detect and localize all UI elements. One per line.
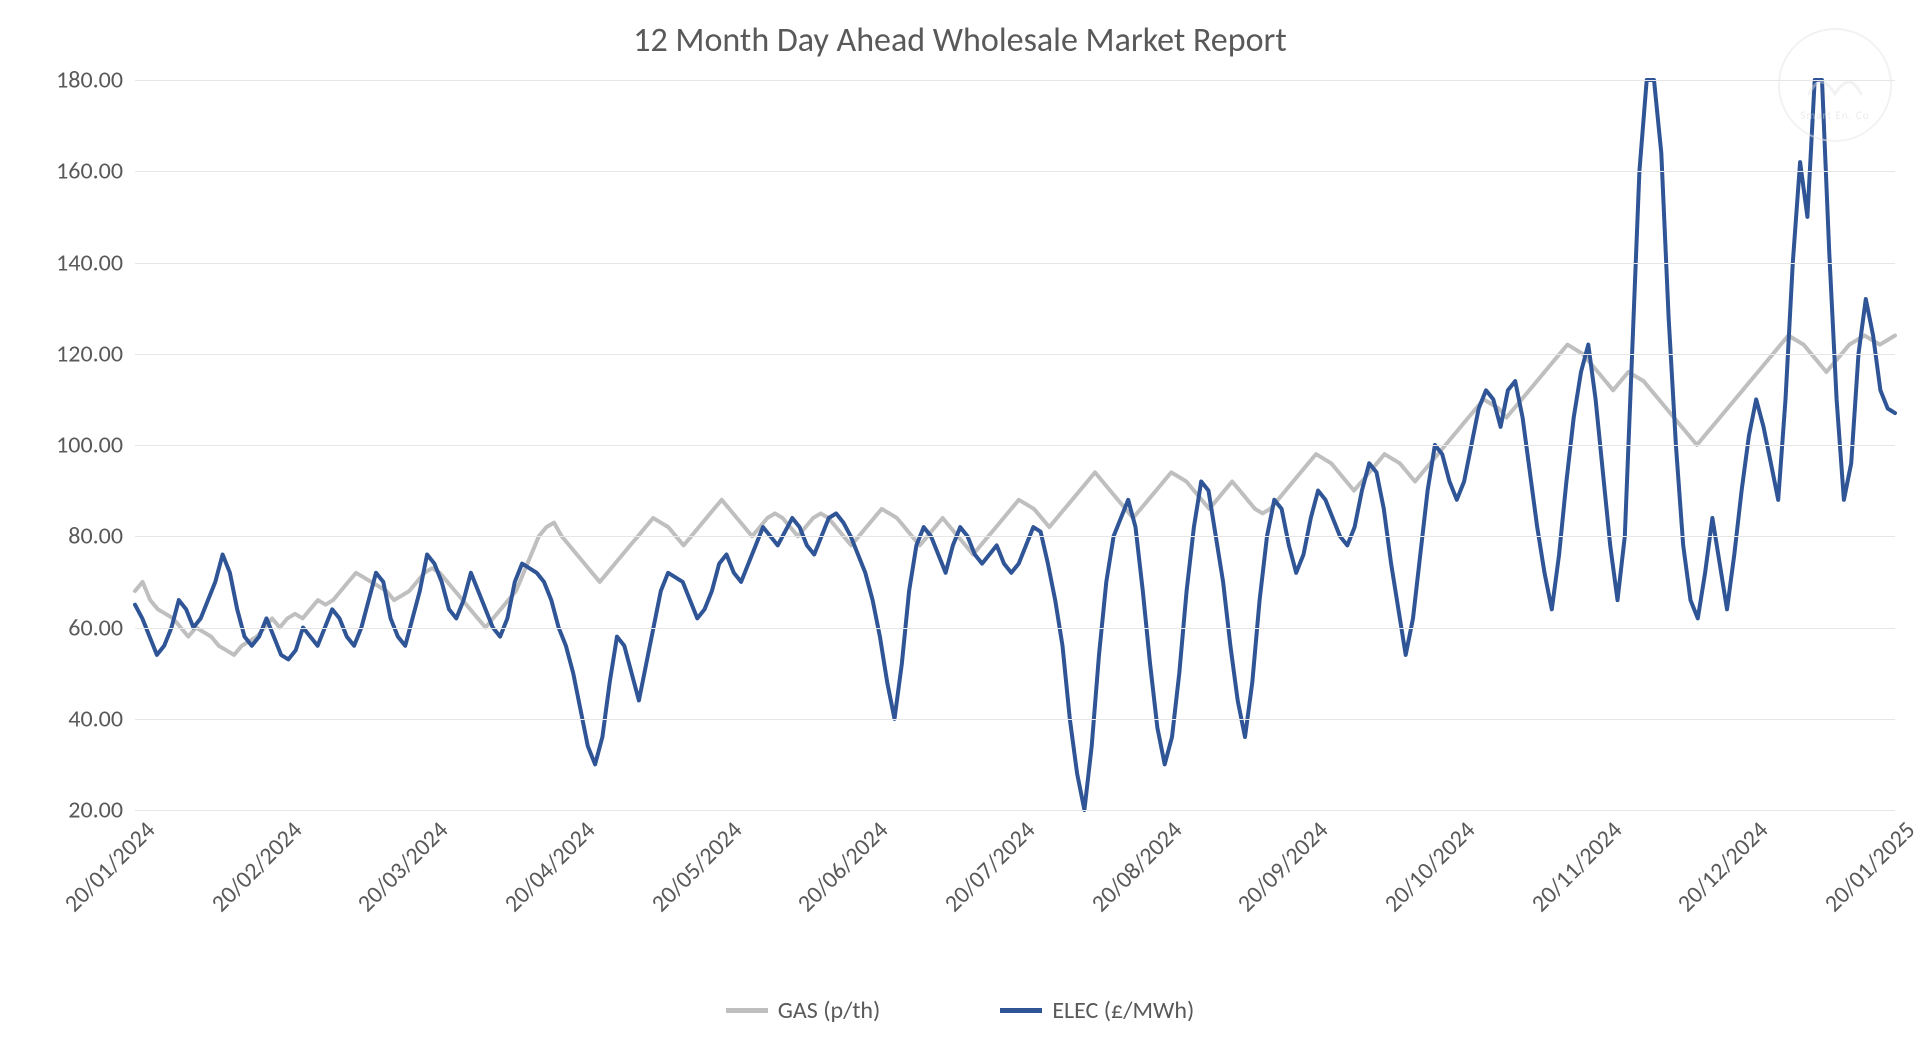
y-gridline: [135, 80, 1895, 81]
y-gridline: [135, 719, 1895, 720]
x-tick-label: 20/10/2024: [1373, 810, 1481, 918]
x-tick-label: 20/08/2024: [1080, 810, 1188, 918]
y-tick-label: 180.00: [56, 66, 135, 95]
x-tick-label: 20/04/2024: [493, 810, 601, 918]
y-gridline: [135, 628, 1895, 629]
plot-area: 20.0040.0060.0080.00100.00120.00140.0016…: [135, 80, 1895, 810]
y-tick-label: 120.00: [56, 339, 135, 368]
x-tick-label: 20/07/2024: [933, 810, 1041, 918]
x-tick-label: 20/01/2024: [53, 810, 161, 918]
y-gridline: [135, 445, 1895, 446]
legend-swatch: [1000, 1008, 1042, 1013]
legend: GAS (p/th) ELEC (£/MWh): [0, 996, 1920, 1025]
x-tick-label: 20/02/2024: [200, 810, 308, 918]
y-tick-label: 140.00: [56, 248, 135, 277]
y-gridline: [135, 263, 1895, 264]
y-tick-label: 40.00: [68, 704, 135, 733]
watermark-text: Smart En. Co: [1800, 109, 1869, 122]
y-tick-label: 160.00: [56, 157, 135, 186]
y-tick-label: 60.00: [68, 613, 135, 642]
watermark-logo: Smart En. Co: [1778, 28, 1892, 142]
y-gridline: [135, 536, 1895, 537]
x-tick-label: 20/12/2024: [1666, 810, 1774, 918]
legend-label: GAS (p/th): [778, 996, 881, 1025]
x-tick-label: 20/11/2024: [1520, 810, 1628, 918]
chart-title: 12 Month Day Ahead Wholesale Market Repo…: [0, 20, 1920, 61]
x-tick-label: 20/05/2024: [640, 810, 748, 918]
y-gridline: [135, 354, 1895, 355]
y-gridline: [135, 171, 1895, 172]
x-tick-label: 20/06/2024: [786, 810, 894, 918]
x-tick-label: 20/03/2024: [346, 810, 454, 918]
legend-label: ELEC (£/MWh): [1052, 996, 1194, 1025]
legend-swatch: [726, 1008, 768, 1013]
chart-container: 12 Month Day Ahead Wholesale Market Repo…: [0, 0, 1920, 1037]
x-tick-label: 20/01/2025: [1813, 810, 1920, 918]
x-tick-label: 20/09/2024: [1226, 810, 1334, 918]
y-tick-label: 80.00: [68, 522, 135, 551]
legend-item: GAS (p/th): [726, 996, 881, 1025]
y-tick-label: 100.00: [56, 431, 135, 460]
legend-item: ELEC (£/MWh): [1000, 996, 1194, 1025]
